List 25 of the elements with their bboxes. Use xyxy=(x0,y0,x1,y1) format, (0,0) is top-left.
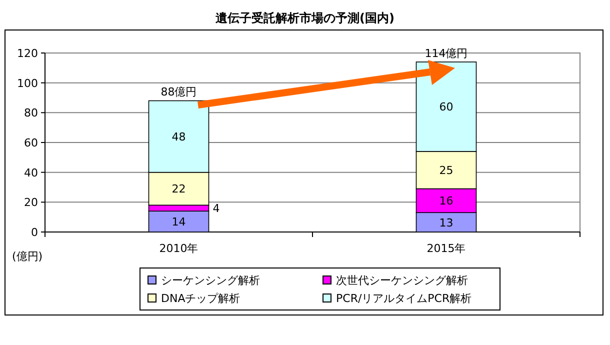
data-label: 48 xyxy=(172,130,186,144)
data-label: 4 xyxy=(212,202,220,216)
data-label: 60 xyxy=(439,100,454,114)
chart-title: 遺伝子受託解析市場の予測(国内) xyxy=(214,11,394,25)
legend-label: DNAチップ解析 xyxy=(161,292,240,305)
x-tick-label: 2010年 xyxy=(159,242,198,255)
data-label: 13 xyxy=(439,216,454,230)
data-label: 22 xyxy=(172,182,186,196)
data-label: 16 xyxy=(439,194,454,208)
y-tick-label: 20 xyxy=(24,196,38,210)
total-label: 88億円 xyxy=(160,86,197,99)
y-axis-title: (億円) xyxy=(12,250,43,263)
data-label: 14 xyxy=(172,216,186,229)
y-tick-label: 40 xyxy=(24,166,38,180)
y-tick-label: 0 xyxy=(31,226,38,239)
legend-label: PCR/リアルタイムPCR解析 xyxy=(336,292,472,305)
y-tick-label: 80 xyxy=(24,106,38,120)
total-label: 114億円 xyxy=(424,46,468,60)
x-tick-label: 2015年 xyxy=(426,242,466,255)
legend-label: 次世代シーケンシング解析 xyxy=(336,274,468,287)
legend-label: シーケンシング解析 xyxy=(161,274,260,287)
y-tick-label: 100 xyxy=(17,76,38,90)
y-tick-label: 60 xyxy=(24,136,38,150)
y-tick-label: 120 xyxy=(17,47,38,60)
data-label: 25 xyxy=(439,164,454,178)
